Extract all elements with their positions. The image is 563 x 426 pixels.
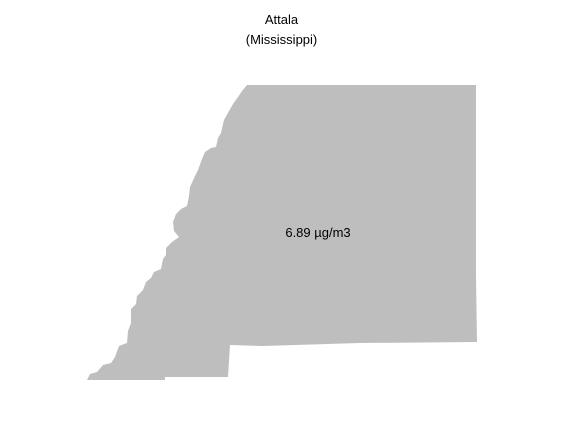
value-label: 6.89 µg/m3 (285, 225, 350, 240)
map-title: Attala (264, 12, 299, 27)
county-shape-attala (87, 85, 477, 380)
map-subtitle: (Mississippi) (245, 32, 318, 47)
